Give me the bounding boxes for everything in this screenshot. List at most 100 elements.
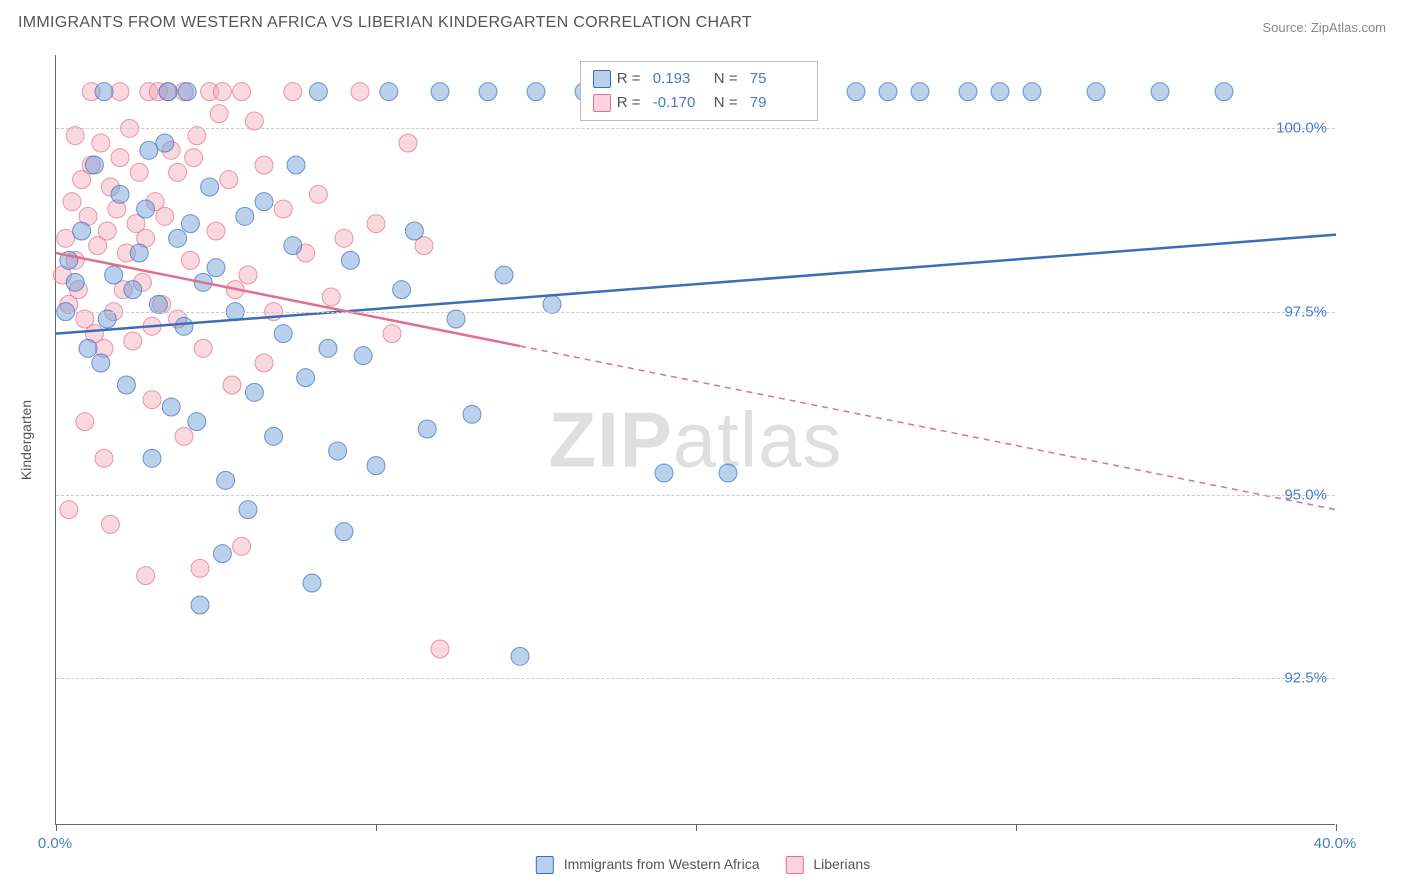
scatter-point bbox=[431, 83, 449, 101]
scatter-point bbox=[213, 545, 231, 563]
scatter-point bbox=[655, 464, 673, 482]
regression-line-extrapolated bbox=[520, 346, 1336, 510]
scatter-point bbox=[341, 251, 359, 269]
gridline bbox=[56, 312, 1335, 313]
y-tick-label: 97.5% bbox=[1284, 303, 1327, 320]
correlation-legend-row: R =0.193N =75 bbox=[593, 67, 805, 91]
x-tick-label: 40.0% bbox=[1314, 835, 1357, 852]
scatter-point bbox=[162, 398, 180, 416]
scatter-point bbox=[297, 369, 315, 387]
scatter-point bbox=[380, 83, 398, 101]
scatter-point bbox=[255, 354, 273, 372]
scatter-point bbox=[236, 207, 254, 225]
scatter-point bbox=[220, 171, 238, 189]
scatter-point bbox=[255, 156, 273, 174]
n-label: N = bbox=[714, 91, 744, 115]
scatter-point bbox=[76, 413, 94, 431]
scatter-point bbox=[178, 83, 196, 101]
scatter-point bbox=[169, 229, 187, 247]
y-tick-label: 100.0% bbox=[1276, 120, 1327, 137]
legend-swatch-series1 bbox=[536, 856, 554, 874]
scatter-point bbox=[354, 347, 372, 365]
scatter-point bbox=[287, 156, 305, 174]
gridline bbox=[56, 678, 1335, 679]
scatter-point bbox=[63, 193, 81, 211]
scatter-point bbox=[479, 83, 497, 101]
r-label: R = bbox=[617, 91, 647, 115]
scatter-point bbox=[191, 596, 209, 614]
scatter-point bbox=[156, 134, 174, 152]
scatter-point bbox=[101, 515, 119, 533]
scatter-point bbox=[111, 149, 129, 167]
r-value: 0.193 bbox=[653, 67, 708, 91]
scatter-point bbox=[111, 185, 129, 203]
scatter-point bbox=[137, 567, 155, 585]
scatter-point bbox=[879, 83, 897, 101]
scatter-point bbox=[188, 127, 206, 145]
scatter-point bbox=[92, 354, 110, 372]
scatter-point bbox=[92, 134, 110, 152]
scatter-point bbox=[223, 376, 241, 394]
scatter-point bbox=[1151, 83, 1169, 101]
scatter-point bbox=[57, 229, 75, 247]
scatter-point bbox=[105, 266, 123, 284]
scatter-point bbox=[124, 332, 142, 350]
scatter-point bbox=[911, 83, 929, 101]
scatter-point bbox=[130, 163, 148, 181]
scatter-point bbox=[847, 83, 865, 101]
scatter-point bbox=[319, 339, 337, 357]
x-tick bbox=[376, 824, 377, 831]
scatter-point bbox=[79, 339, 97, 357]
scatter-point bbox=[303, 574, 321, 592]
scatter-point bbox=[405, 222, 423, 240]
r-value: -0.170 bbox=[653, 91, 708, 115]
scatter-point bbox=[245, 112, 263, 130]
gridline bbox=[56, 495, 1335, 496]
scatter-point bbox=[98, 310, 116, 328]
n-value: 79 bbox=[750, 91, 805, 115]
scatter-point bbox=[265, 427, 283, 445]
scatter-point bbox=[418, 420, 436, 438]
x-tick-label: 0.0% bbox=[38, 835, 72, 852]
scatter-point bbox=[159, 83, 177, 101]
scatter-point bbox=[284, 237, 302, 255]
scatter-point bbox=[322, 288, 340, 306]
scatter-point bbox=[66, 273, 84, 291]
x-tick bbox=[56, 824, 57, 831]
y-tick-label: 92.5% bbox=[1284, 670, 1327, 687]
scatter-point bbox=[149, 295, 167, 313]
scatter-point bbox=[207, 222, 225, 240]
scatter-point bbox=[367, 457, 385, 475]
scatter-point bbox=[217, 471, 235, 489]
scatter-point bbox=[1087, 83, 1105, 101]
correlation-legend-row: R =-0.170N =79 bbox=[593, 91, 805, 115]
legend-item-series1: Immigrants from Western Africa bbox=[536, 856, 760, 874]
scatter-point bbox=[185, 149, 203, 167]
legend-swatch bbox=[593, 70, 611, 88]
scatter-point bbox=[239, 266, 257, 284]
scatter-point bbox=[309, 83, 327, 101]
scatter-point bbox=[431, 640, 449, 658]
scatter-point bbox=[60, 501, 78, 519]
scatter-point bbox=[66, 127, 84, 145]
scatter-point bbox=[124, 281, 142, 299]
x-tick bbox=[1016, 824, 1017, 831]
scatter-point bbox=[95, 83, 113, 101]
x-tick bbox=[1336, 824, 1337, 831]
r-label: R = bbox=[617, 67, 647, 91]
chart-svg bbox=[56, 55, 1335, 824]
scatter-point bbox=[233, 537, 251, 555]
scatter-point bbox=[255, 193, 273, 211]
legend-label-series2: Liberians bbox=[813, 856, 870, 872]
scatter-point bbox=[351, 83, 369, 101]
scatter-point bbox=[175, 317, 193, 335]
scatter-point bbox=[156, 207, 174, 225]
legend-swatch bbox=[593, 94, 611, 112]
scatter-point bbox=[284, 83, 302, 101]
scatter-point bbox=[495, 266, 513, 284]
gridline bbox=[56, 128, 1335, 129]
scatter-point bbox=[140, 141, 158, 159]
legend-swatch-series2 bbox=[785, 856, 803, 874]
y-axis-label: Kindergarten bbox=[18, 400, 34, 480]
scatter-point bbox=[181, 251, 199, 269]
